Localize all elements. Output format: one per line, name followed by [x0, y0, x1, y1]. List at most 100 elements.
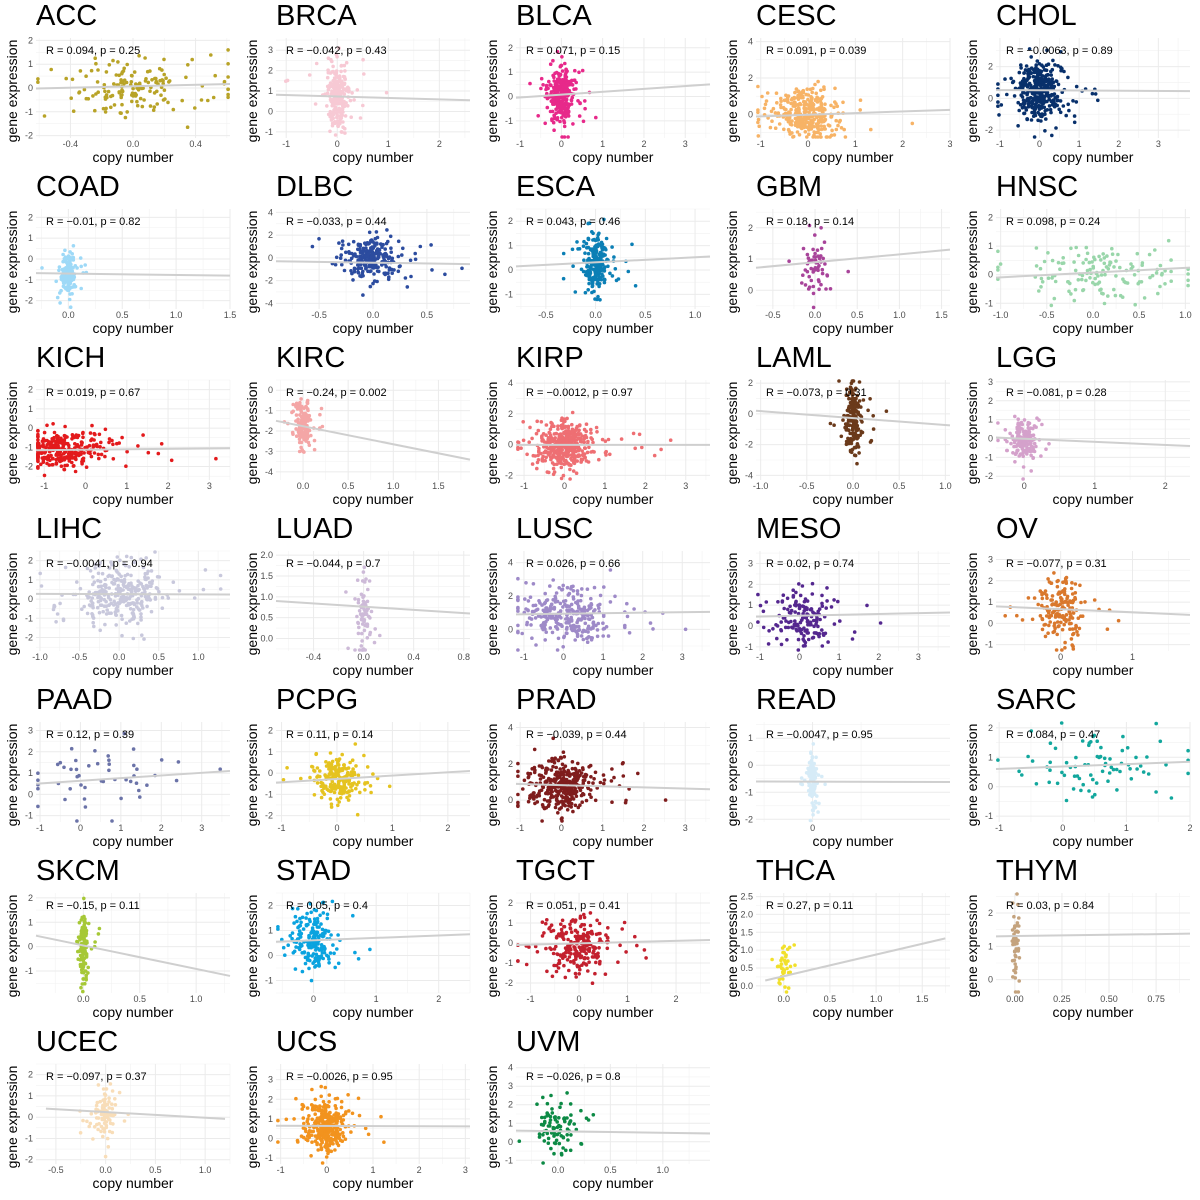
y-tick-label: 0: [28, 83, 33, 93]
data-point: [541, 627, 545, 632]
data-point: [807, 274, 811, 279]
data-point: [581, 244, 586, 248]
data-point: [61, 252, 65, 257]
data-point: [85, 611, 90, 616]
data-point: [574, 471, 579, 475]
panel-kich: -1 0 1 2 3 -2 -1 0 1 2 KICH R = 0.019, p = 0.67 gene…: [0, 342, 240, 513]
data-point: [177, 589, 182, 593]
data-point: [358, 255, 362, 259]
data-point: [763, 102, 768, 107]
data-point: [561, 473, 566, 478]
data-point: [1051, 58, 1055, 63]
y-tick-label: -2: [265, 426, 273, 436]
data-point: [1046, 93, 1050, 98]
data-point: [1053, 63, 1057, 67]
data-point: [573, 433, 578, 438]
data-point: [1052, 103, 1056, 108]
data-point: [910, 121, 915, 126]
data-point: [549, 90, 554, 94]
data-point: [64, 76, 68, 81]
data-point: [771, 106, 776, 111]
data-point: [71, 266, 75, 270]
y-tick-label: 2.0: [260, 550, 273, 560]
data-point: [116, 60, 120, 64]
data-point: [541, 621, 546, 625]
y-tick-label: 2: [748, 579, 753, 589]
data-point: [1022, 418, 1027, 422]
p-value: p = 0.44: [346, 216, 387, 228]
x-tick-label: 0.5: [893, 481, 906, 491]
data-point: [1097, 254, 1101, 259]
data-point: [1050, 258, 1055, 263]
data-point: [859, 405, 863, 409]
data-point: [580, 449, 584, 453]
y-tick-label: 3: [268, 45, 273, 55]
data-point: [343, 114, 348, 118]
data-point: [130, 584, 134, 588]
x-tick-label: 1.5: [224, 310, 237, 320]
data-point: [816, 268, 820, 273]
data-point: [364, 577, 368, 581]
data-point: [810, 592, 815, 596]
data-point: [313, 102, 318, 106]
regression-line: [515, 610, 711, 616]
data-point: [131, 607, 136, 612]
data-point: [314, 61, 319, 66]
data-point: [836, 123, 840, 128]
y-tick-label: 2: [988, 396, 993, 406]
data-point: [792, 95, 797, 100]
data-point: [361, 293, 365, 297]
data-point: [153, 76, 157, 81]
data-point: [539, 420, 544, 424]
data-point: [333, 262, 338, 267]
data-point: [1003, 428, 1008, 432]
y-tick-label: 1: [988, 241, 993, 251]
data-point: [110, 563, 114, 567]
data-point: [130, 99, 134, 104]
data-point: [551, 466, 556, 471]
data-point: [1034, 246, 1039, 250]
data-point: [612, 255, 616, 259]
data-point: [1066, 75, 1070, 80]
y-tick-label: 0: [508, 265, 513, 275]
data-point: [1008, 431, 1012, 436]
data-point: [107, 566, 112, 570]
data-point: [807, 132, 811, 137]
data-point: [103, 454, 107, 459]
data-point: [557, 72, 562, 76]
data-point: [584, 270, 589, 274]
data-point: [558, 64, 563, 69]
data-point: [536, 428, 541, 433]
data-point: [352, 270, 357, 274]
data-point: [361, 570, 366, 574]
data-point: [1050, 67, 1055, 72]
y-tick-label: 1: [508, 241, 513, 251]
data-point: [573, 638, 577, 642]
data-point: [110, 438, 114, 443]
data-point: [82, 87, 87, 92]
y-axis-label: gene expression: [964, 381, 980, 485]
data-point: [82, 604, 86, 609]
data-point: [869, 127, 873, 132]
data-point: [553, 617, 558, 622]
data-point: [1018, 444, 1023, 449]
data-point: [1043, 112, 1047, 116]
data-point: [52, 443, 57, 448]
data-point: [362, 618, 367, 622]
data-point: [339, 69, 343, 74]
x-tick-label: 0.0: [589, 310, 602, 320]
data-point: [585, 587, 590, 591]
data-point: [569, 102, 574, 106]
data-point: [801, 273, 805, 277]
data-point: [92, 580, 97, 584]
data-point: [586, 236, 591, 241]
data-point: [579, 593, 584, 598]
data-point: [756, 592, 760, 597]
data-point: [70, 454, 74, 458]
data-point: [559, 432, 563, 436]
data-point: [825, 599, 829, 603]
data-point: [548, 83, 552, 87]
data-point: [70, 292, 74, 296]
